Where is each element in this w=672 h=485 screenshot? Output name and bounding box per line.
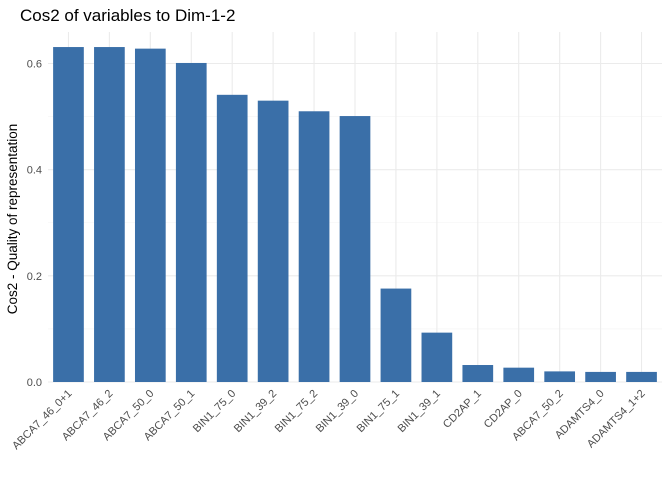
y-tick-label: 0.4 <box>27 165 42 177</box>
bar-BIN1_75_2 <box>298 111 330 383</box>
bar-BIN1_39_1 <box>421 332 453 382</box>
bars <box>53 47 657 383</box>
bar-BIN1_75_1 <box>380 288 412 382</box>
x-tick-label: BIN1_39_1 <box>396 388 443 435</box>
x-tick-label: BIN1_39_0 <box>314 388 361 435</box>
bar-ABCA7_50_1 <box>175 62 207 382</box>
x-tick-label: BIN1_75_2 <box>273 388 320 435</box>
y-tick-label: 0.6 <box>27 59 42 71</box>
y-tick-label: 0.2 <box>27 271 42 283</box>
bar-ADAMTS4_0 <box>585 371 616 382</box>
bar-ABCA7_50_2 <box>544 371 576 382</box>
chart-title: Cos2 of variables to Dim-1-2 <box>20 6 235 25</box>
y-axis-label: Cos2 - Quality of representation <box>5 124 20 315</box>
y-tick-label: 0.0 <box>27 377 42 389</box>
bar-ADAMTS4_1+2 <box>626 371 657 382</box>
bar-ABCA7_50_0 <box>134 48 166 383</box>
x-tick-label: BIN1_39_2 <box>232 388 279 435</box>
y-axis-ticks: 0.0 0.2 0.4 0.6 <box>27 59 42 390</box>
x-tick-label: ABCA7_46_0+1 <box>10 388 74 452</box>
bar-BIN1_39_0 <box>339 116 371 383</box>
x-tick-label: BIN1_75_0 <box>191 388 238 435</box>
bar-CD2AP_1 <box>462 365 494 382</box>
x-tick-label: BIN1_75_1 <box>355 388 402 435</box>
x-tick-label: CD2AP_1 <box>441 388 484 431</box>
bar-ABCA7_46_2 <box>94 47 125 383</box>
bar-ABCA7_46_0+1 <box>53 47 84 383</box>
bar-BIN1_75_0 <box>216 94 248 383</box>
x-axis-ticks: ABCA7_46_0+1ABCA7_46_2ABCA7_50_0ABCA7_50… <box>10 388 648 452</box>
bar-BIN1_39_2 <box>257 100 289 383</box>
bar-CD2AP_0 <box>503 367 535 382</box>
x-tick-label: CD2AP_0 <box>482 388 525 431</box>
